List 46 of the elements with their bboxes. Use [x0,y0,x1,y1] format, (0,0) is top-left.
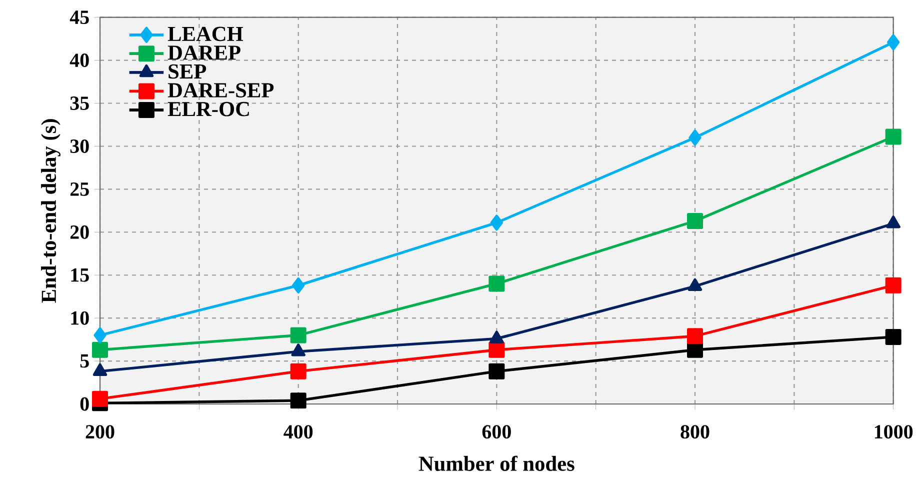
x-axis-title: Number of nodes [418,456,574,471]
legend-label: SEP [168,64,206,79]
y-tick-label: 10 [71,311,89,325]
y-tick-label: 40 [70,54,89,68]
y-tick-label: 5 [80,354,89,368]
point [885,128,902,145]
point [886,216,900,228]
x-tick-label: 1000 [874,425,913,439]
point [94,327,106,344]
point [291,344,306,356]
point [490,214,504,231]
point [290,392,306,409]
y-tick-label: 35 [70,96,89,110]
point [488,276,505,292]
y-tick-label: 15 [71,268,89,282]
point [885,328,902,345]
point [687,342,704,358]
legend-label: ELR-OC [168,102,249,116]
point [92,363,108,376]
y-tick-label: 30 [70,139,89,153]
y-tick-label: 20 [70,225,89,239]
x-tick-label: 600 [482,425,511,439]
y-axis-title: End-to-end delay (s) [41,119,60,303]
point [290,363,306,380]
point [292,277,305,294]
point [887,34,900,50]
legend-label: DAREP [168,46,240,60]
y-tick-label: 0 [80,397,89,411]
point [885,277,902,294]
legend-label: DARE-SEP [168,83,274,98]
y-tick-label: 45 [70,10,89,24]
point [688,130,702,146]
x-tick-label: 200 [86,425,114,439]
y-tick-label: 25 [70,182,89,196]
legend-label: LEACH [168,26,244,42]
point [687,212,704,229]
point [688,278,702,291]
point [92,390,108,407]
x-tick-label: 400 [284,425,313,439]
point [92,342,108,358]
point [687,328,704,344]
x-tick-label: 800 [680,425,710,439]
point [488,342,505,358]
point [290,327,306,344]
point [488,363,505,380]
point [490,330,504,344]
